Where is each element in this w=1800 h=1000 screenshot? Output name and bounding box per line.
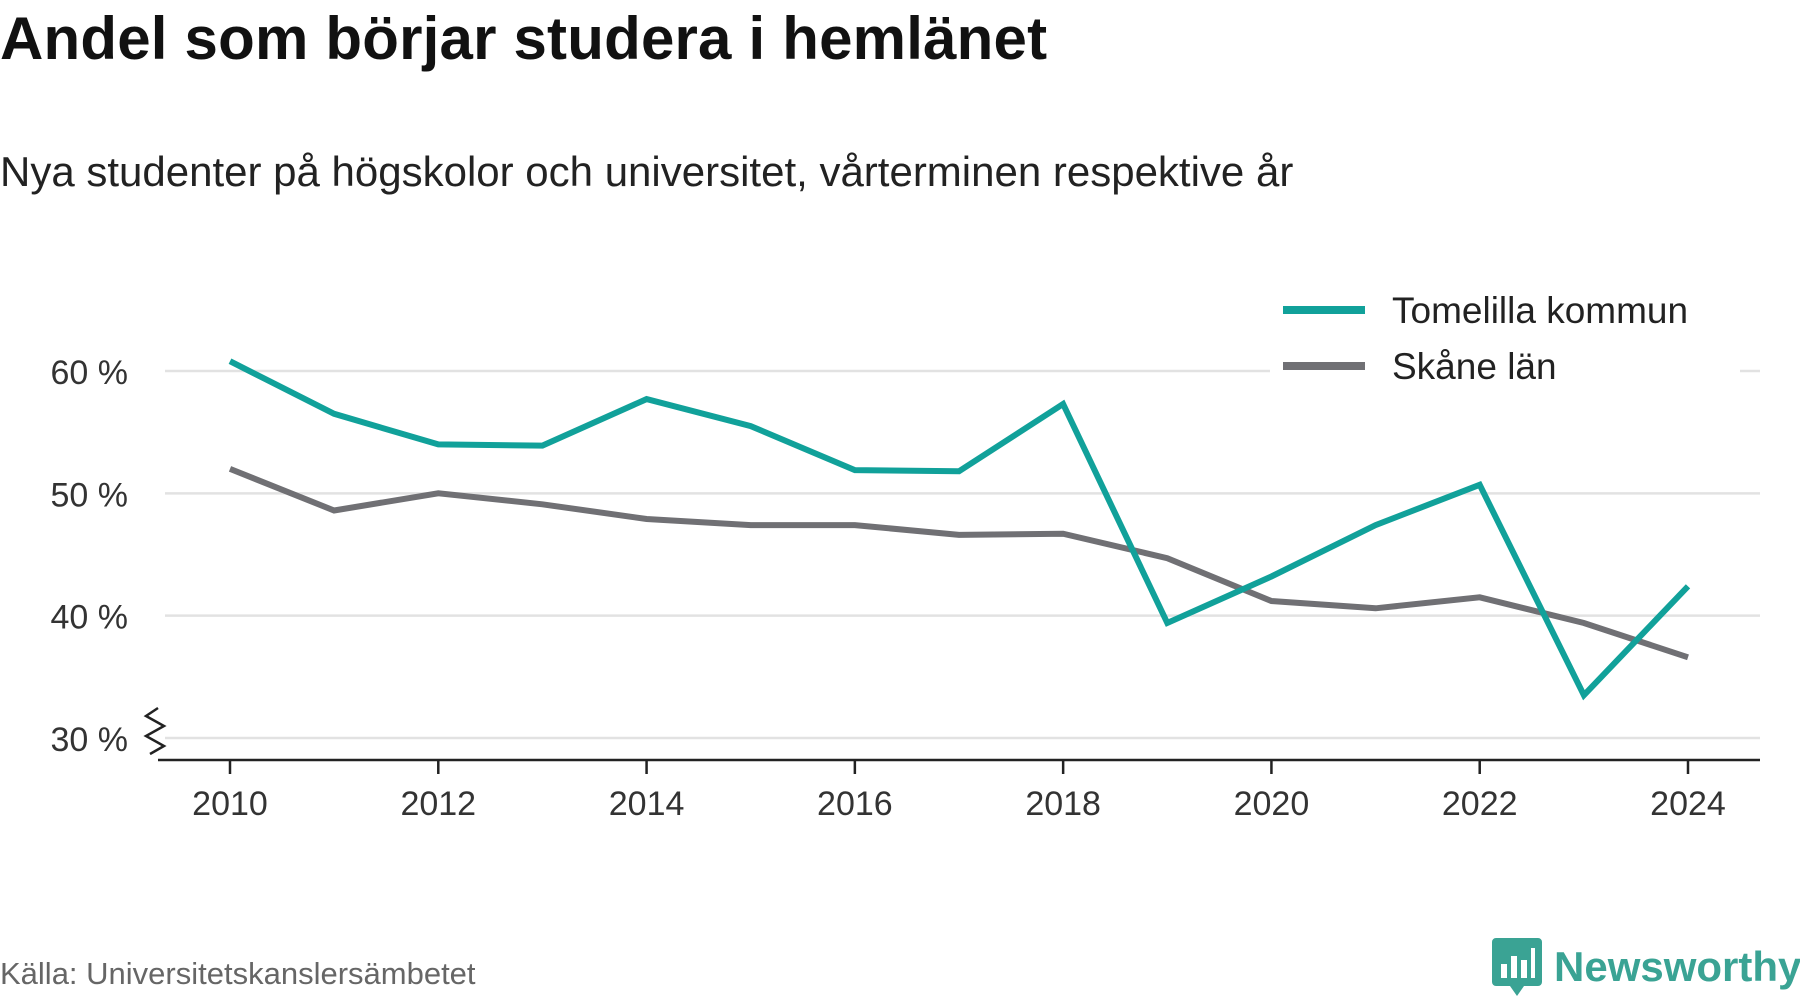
series-lines <box>228 358 1691 701</box>
brand-logo: Newsworthy <box>1492 938 1800 996</box>
legend-background <box>1270 285 1740 401</box>
x-tick-label: 2012 <box>400 785 476 823</box>
legend-label: Skåne län <box>1392 346 1557 387</box>
axes: 30 % 40 % 50 % 60 % 2010 2012 2014 2016 2018 2020… <box>51 354 1760 823</box>
y-tick-label: 60 % <box>51 354 129 392</box>
x-tick-label: 2010 <box>192 785 268 823</box>
legend-label: Tomelilla kommun <box>1392 290 1688 331</box>
axis-break-icon <box>143 706 167 756</box>
y-tick-label: 30 % <box>51 721 129 759</box>
series-line-skane-lan <box>228 466 1689 661</box>
bar-chart-speech-bubble-icon <box>1492 938 1542 996</box>
legend: Tomelilla kommun Skåne län <box>1270 285 1740 401</box>
source-note: Källa: Universitetskanslersämbetet <box>0 956 476 991</box>
chart-subtitle: Nya studenter på högskolor och universit… <box>0 148 1294 195</box>
gridlines <box>165 369 1760 740</box>
brand-name: Newsworthy <box>1554 943 1800 990</box>
x-tick-label: 2014 <box>609 785 685 823</box>
chart-title: Andel som börjar studera i hemlänet <box>0 5 1048 72</box>
x-tick-label: 2018 <box>1025 785 1101 823</box>
x-tick-label: 2024 <box>1650 785 1726 823</box>
y-tick-label: 40 % <box>51 599 129 637</box>
x-tick-label: 2016 <box>817 785 893 823</box>
x-tick-label: 2022 <box>1442 785 1518 823</box>
y-tick-label: 50 % <box>51 476 129 514</box>
series-line-tomelilla-kommun <box>228 358 1691 701</box>
x-tick-label: 2020 <box>1234 785 1310 823</box>
